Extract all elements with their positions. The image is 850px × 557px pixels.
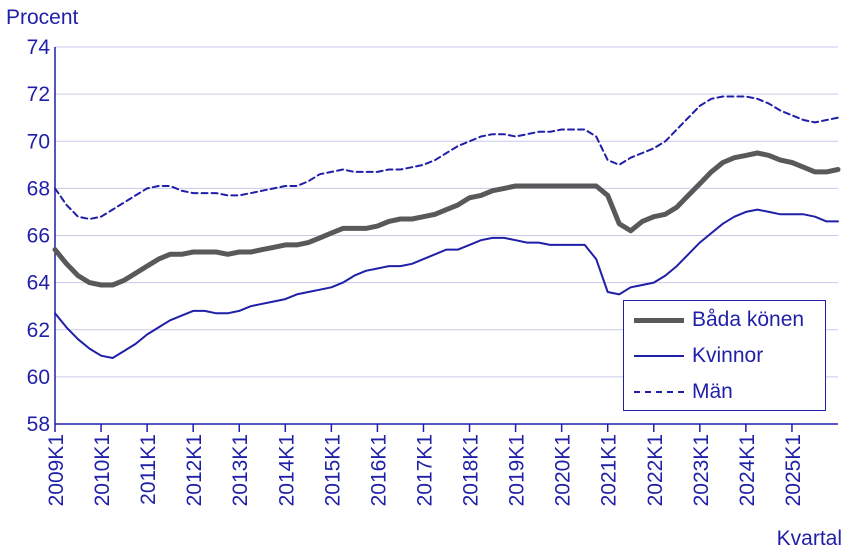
- legend-swatch-man: [634, 391, 684, 393]
- x-tick-label-2015K1: 2015K1: [321, 434, 344, 506]
- y-tick-label-64: 64: [27, 272, 51, 295]
- x-tick-label-2016K1: 2016K1: [367, 434, 390, 506]
- series-line-man: [54, 95, 839, 220]
- legend-item-kvinnor: Kvinnor: [634, 341, 763, 371]
- x-tick-label-2009K1: 2009K1: [45, 434, 68, 506]
- x-tick-labels: 2009K1 2010K1 2011K1 2012K1 2013K1 2014K1 2015…: [45, 434, 805, 506]
- x-tick-label-2024K1: 2024K1: [736, 434, 759, 506]
- legend-swatch-kvinnor: [634, 355, 684, 357]
- y-tick-label-66: 66: [27, 225, 50, 248]
- x-tick-label-2012K1: 2012K1: [183, 434, 206, 506]
- y-tick-labels: 58 60 62 64 66 68 70 72 74: [27, 36, 51, 436]
- y-tick-label-60: 60: [27, 366, 50, 389]
- y-tick-label-72: 72: [27, 83, 50, 106]
- x-tick-label-2017K1: 2017K1: [413, 434, 436, 506]
- x-axis-label: Kvartal: [776, 527, 842, 550]
- series-line-bada-konen: [52, 150, 841, 288]
- y-tick-label-70: 70: [27, 130, 50, 153]
- legend-label-man: Män: [692, 380, 733, 403]
- x-tick-label-2010K1: 2010K1: [91, 434, 114, 506]
- legend-item-bada-konen: Båda könen: [634, 305, 804, 335]
- y-tick-label-68: 68: [27, 177, 50, 200]
- x-tick-label-2025K1: 2025K1: [782, 434, 805, 506]
- legend-swatch-bada-konen: [634, 317, 684, 323]
- x-tick-label-2018K1: 2018K1: [460, 434, 483, 506]
- y-axis-label: Procent: [6, 6, 79, 29]
- axes: [54, 47, 838, 432]
- x-tick-label-2013K1: 2013K1: [229, 434, 252, 506]
- y-tick-label-62: 62: [27, 319, 50, 342]
- x-tick-label-2021K1: 2021K1: [598, 434, 621, 506]
- x-tick-label-2022K1: 2022K1: [644, 434, 667, 506]
- x-tick-label-2023K1: 2023K1: [690, 434, 713, 506]
- series-line-kvinnor: [54, 208, 839, 359]
- legend: Båda könen Kvinnor Män: [623, 300, 826, 411]
- x-tick-label-2014K1: 2014K1: [275, 434, 298, 506]
- series-lines: [52, 95, 841, 359]
- y-tick-label-74: 74: [27, 36, 51, 59]
- x-tick-label-2011K1: 2011K1: [137, 434, 160, 505]
- legend-label-kvinnor: Kvinnor: [692, 344, 764, 367]
- y-tick-label-58: 58: [27, 413, 50, 436]
- legend-label-bada-konen: Båda könen: [692, 308, 805, 331]
- legend-item-man: Män: [634, 377, 733, 407]
- y-gridlines: [55, 46, 838, 378]
- x-tick-label-2020K1: 2020K1: [552, 434, 575, 506]
- x-tick-label-2019K1: 2019K1: [506, 434, 529, 506]
